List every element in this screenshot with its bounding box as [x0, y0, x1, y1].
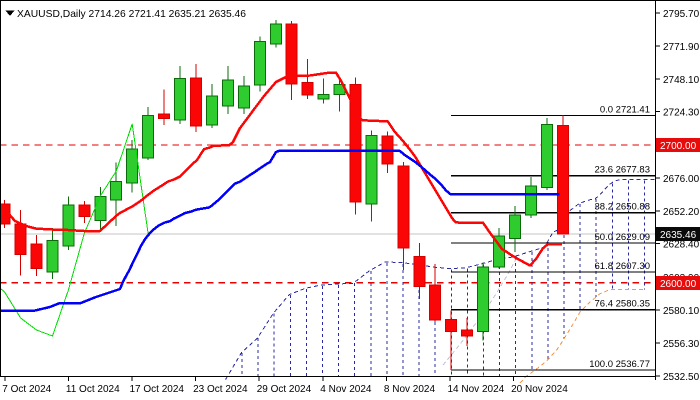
- svg-text:2676.00: 2676.00: [663, 174, 700, 185]
- svg-text:50.0 2629.09: 50.0 2629.09: [595, 232, 650, 243]
- svg-text:100.0 2536.77: 100.0 2536.77: [589, 359, 650, 370]
- svg-text:2700.00: 2700.00: [660, 141, 697, 152]
- svg-text:XAUUSD,Daily 2714.26 2721.41: XAUUSD,Daily 2714.26 2721.41 2635.21 263…: [17, 9, 246, 20]
- svg-text:14 Nov 2024: 14 Nov 2024: [448, 384, 505, 395]
- svg-text:2628.40: 2628.40: [663, 240, 700, 251]
- svg-text:7 Oct 2024: 7 Oct 2024: [2, 384, 51, 395]
- svg-text:17 Oct 2024: 17 Oct 2024: [130, 384, 185, 395]
- svg-text:2724.30: 2724.30: [663, 108, 700, 119]
- svg-text:76.4 2580.35: 76.4 2580.35: [595, 299, 650, 310]
- svg-text:4 Nov 2024: 4 Nov 2024: [320, 384, 372, 395]
- svg-text:2748.10: 2748.10: [663, 75, 700, 86]
- svg-text:2795.70: 2795.70: [663, 9, 700, 20]
- svg-text:2635.46: 2635.46: [660, 230, 697, 241]
- svg-text:2580.10: 2580.10: [663, 306, 700, 317]
- svg-text:2771.90: 2771.90: [663, 42, 700, 53]
- svg-text:20 Nov 2024: 20 Nov 2024: [511, 384, 568, 395]
- svg-text:23 Oct 2024: 23 Oct 2024: [193, 384, 248, 395]
- svg-text:61.8 2607.30: 61.8 2607.30: [595, 261, 650, 272]
- svg-text:2600.00: 2600.00: [660, 279, 697, 290]
- svg-text:2652.20: 2652.20: [663, 207, 700, 218]
- svg-text:29 Oct 2024: 29 Oct 2024: [257, 384, 312, 395]
- svg-text:38.2 2650.88: 38.2 2650.88: [595, 202, 650, 213]
- svg-text:8 Nov 2024: 8 Nov 2024: [384, 384, 436, 395]
- svg-text:23.6 2677.83: 23.6 2677.83: [595, 165, 650, 176]
- svg-text:11 Oct 2024: 11 Oct 2024: [66, 384, 120, 395]
- svg-text:2532.50: 2532.50: [663, 372, 700, 383]
- svg-text:0.0 2721.41: 0.0 2721.41: [600, 105, 650, 116]
- svg-text:2556.30: 2556.30: [663, 339, 700, 350]
